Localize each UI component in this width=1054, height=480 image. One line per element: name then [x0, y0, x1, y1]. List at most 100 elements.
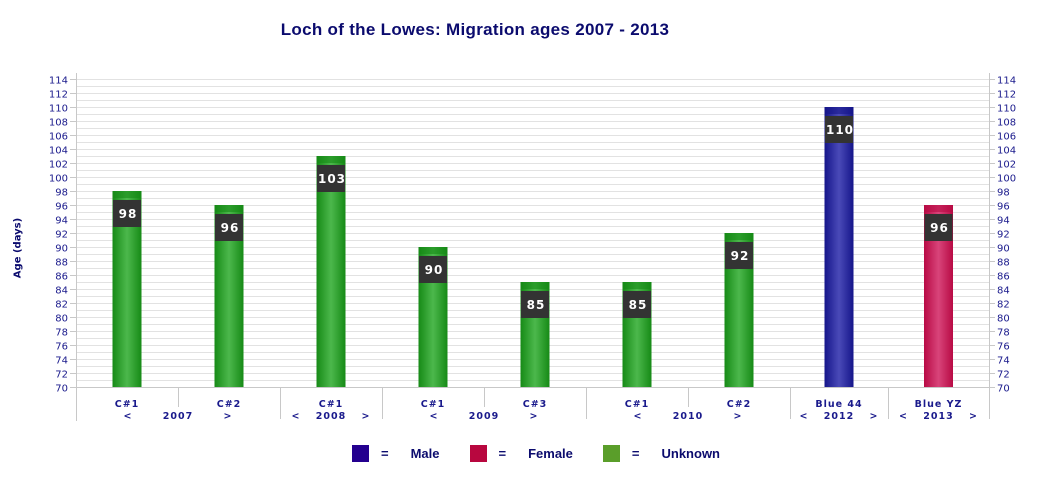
y-tick-label-left: 102: [49, 160, 68, 171]
x-tick-label: C#1: [115, 399, 140, 410]
bar-cap: [316, 156, 346, 163]
y-tick-label-right: 88: [997, 258, 1010, 269]
y-tick-label-left: 104: [49, 146, 68, 157]
x-tick-label: C#1: [319, 399, 344, 410]
y-tick-label-right: 94: [997, 216, 1010, 227]
y-tick-label-right: 104: [997, 146, 1016, 157]
data-label-box: [215, 214, 243, 241]
year-group-label: 2009: [469, 411, 499, 422]
bar: [316, 156, 346, 387]
year-group-label: 2013: [923, 411, 953, 422]
bar-cap: [112, 191, 142, 198]
data-label: 85: [629, 298, 648, 312]
legend-label: Female: [528, 445, 573, 461]
y-tick-label-left: 88: [55, 258, 68, 269]
y-tick-label-right: 86: [997, 272, 1010, 283]
x-tick-label: C#2: [727, 399, 752, 410]
data-label-box: [521, 291, 549, 318]
y-tick-label-left: 106: [49, 132, 68, 143]
bar: [824, 107, 854, 387]
data-label-box: [113, 200, 141, 227]
y-tick-label-left: 100: [49, 174, 68, 185]
year-group-close: >: [362, 411, 371, 422]
y-tick-label-left: 96: [55, 202, 68, 213]
y-tick-label-right: 76: [997, 342, 1010, 353]
y-tick-label-left: 108: [49, 118, 68, 129]
year-group-label: 2008: [316, 411, 346, 422]
bar-cap: [214, 205, 244, 212]
year-group-open: <: [899, 411, 908, 422]
year-group-open: <: [430, 411, 439, 422]
x-tick-label: Blue YZ: [915, 399, 963, 410]
bar-cap: [622, 282, 652, 289]
legend-label: Male: [410, 445, 440, 461]
bar-cap: [724, 233, 754, 240]
y-tick-label-right: 110: [997, 104, 1016, 115]
year-group-close: >: [969, 411, 978, 422]
year-group-label: 2007: [163, 411, 193, 422]
y-tick-label-right: 90: [997, 244, 1010, 255]
legend-item: = Unknown: [602, 444, 721, 462]
legend-item: = Male: [352, 444, 440, 462]
chart-plot: 70 70 72 72 74 74 76 76 78 78 80 80 82 82 84 84 86 86 88 88…: [49, 73, 1016, 422]
y-tick-label-left: 110: [49, 104, 68, 115]
y-tick-label-right: 112: [997, 90, 1016, 101]
data-label: 85: [527, 298, 546, 312]
year-group-close: >: [734, 411, 743, 422]
data-label: 103: [318, 172, 346, 186]
year-group-close: >: [870, 411, 879, 422]
y-tick-label-left: 78: [55, 328, 68, 339]
bar-cap: [418, 247, 448, 254]
data-label-box: [924, 214, 953, 241]
year-group-close: >: [224, 411, 233, 422]
y-tick-label-right: 108: [997, 118, 1016, 129]
data-label: 92: [731, 249, 750, 263]
y-tick-label-right: 102: [997, 160, 1016, 171]
y-tick-label-right: 96: [997, 202, 1010, 213]
data-label: 96: [221, 221, 240, 235]
y-tick-label-right: 92: [997, 230, 1010, 241]
legend-swatch: [352, 444, 369, 462]
data-label: 98: [119, 207, 138, 221]
y-tick-label-left: 94: [55, 216, 68, 227]
y-tick-label-right: 72: [997, 370, 1010, 381]
y-tick-label-right: 80: [997, 314, 1010, 325]
y-tick-label-left: 90: [55, 244, 68, 255]
x-tick-label: C#1: [625, 399, 650, 410]
data-label-box: [725, 242, 753, 269]
year-group-open: <: [800, 411, 809, 422]
y-tick-label-right: 70: [997, 384, 1010, 395]
y-tick-label-left: 82: [55, 300, 68, 311]
x-tick-label: C#3: [523, 399, 548, 410]
year-group-open: <: [292, 411, 301, 422]
y-tick-label-left: 70: [55, 384, 68, 395]
data-label: 110: [826, 123, 854, 137]
y-tick-label-right: 106: [997, 132, 1016, 143]
year-group-label: 2012: [824, 411, 854, 422]
chart-title: Loch of the Lowes: Migration ages 2007 -…: [280, 20, 670, 39]
y-tick-label-right: 82: [997, 300, 1010, 311]
y-tick-label-right: 74: [997, 356, 1010, 367]
legend-label: Unknown: [661, 445, 721, 461]
x-tick-label: C#2: [217, 399, 242, 410]
y-tick-label-right: 84: [997, 286, 1010, 297]
legend-equals: =: [631, 445, 640, 461]
y-tick-label-left: 84: [55, 286, 68, 297]
x-tick-label: Blue 44: [815, 399, 862, 410]
legend-item: = Female: [469, 444, 573, 462]
bar-cap: [924, 205, 953, 212]
legend-swatch: [602, 444, 620, 462]
legend-swatch: [469, 444, 487, 462]
data-label: 90: [425, 263, 444, 277]
y-tick-label-left: 86: [55, 272, 68, 283]
data-label-box: [317, 165, 345, 192]
y-tick-label-left: 80: [55, 314, 68, 325]
y-tick-label-right: 100: [997, 174, 1016, 185]
year-group-open: <: [634, 411, 643, 422]
year-group-close: >: [530, 411, 539, 422]
legend-equals: =: [381, 445, 389, 461]
data-label: 96: [930, 221, 949, 235]
data-label-box: [623, 291, 651, 318]
bar-cap: [824, 107, 854, 114]
legend: = Male = Female = Unknown: [352, 443, 750, 463]
